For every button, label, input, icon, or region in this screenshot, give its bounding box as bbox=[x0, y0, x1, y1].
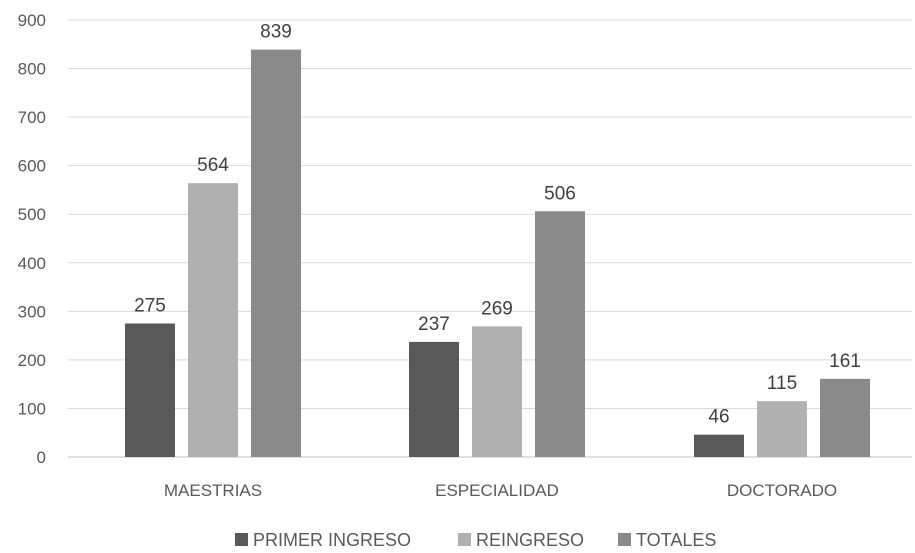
data-label: 115 bbox=[767, 373, 797, 394]
x-axis: MAESTRIAS ESPECIALIDAD DOCTORADO bbox=[164, 481, 837, 500]
data-label: 46 bbox=[708, 407, 729, 428]
bar bbox=[820, 378, 870, 457]
data-label: 839 bbox=[260, 22, 292, 43]
legend-label: TOTALES bbox=[636, 530, 716, 550]
y-axis: 0 100 200 300 400 500 600 700 800 900 bbox=[18, 11, 46, 467]
x-category-label: MAESTRIAS bbox=[164, 481, 262, 500]
bar bbox=[188, 183, 238, 457]
bar bbox=[535, 211, 585, 457]
bar bbox=[472, 326, 522, 457]
y-tick-label: 400 bbox=[18, 254, 46, 273]
bar bbox=[251, 49, 301, 457]
bar bbox=[694, 434, 744, 457]
y-tick-label: 200 bbox=[18, 351, 46, 370]
data-label: 161 bbox=[829, 351, 861, 372]
y-tick-label: 800 bbox=[18, 60, 46, 79]
legend-swatch bbox=[235, 533, 248, 546]
y-tick-label: 500 bbox=[18, 205, 46, 224]
y-tick-label: 700 bbox=[18, 108, 46, 127]
x-category-label: DOCTORADO bbox=[727, 481, 837, 500]
y-tick-label: 100 bbox=[18, 399, 46, 418]
bars bbox=[125, 49, 870, 457]
legend: PRIMER INGRESO REINGRESO TOTALES bbox=[235, 530, 716, 550]
bar bbox=[409, 341, 459, 457]
legend-swatch bbox=[618, 533, 631, 546]
data-label: 269 bbox=[481, 298, 513, 319]
legend-label: PRIMER INGRESO bbox=[253, 530, 411, 550]
data-label: 275 bbox=[134, 295, 166, 316]
x-category-label: ESPECIALIDAD bbox=[435, 481, 559, 500]
data-label: 564 bbox=[197, 155, 229, 176]
bar bbox=[125, 323, 175, 457]
data-labels: 275 564 839 237 269 506 46 115 161 bbox=[134, 22, 861, 428]
y-tick-label: 0 bbox=[37, 448, 46, 467]
data-label: 506 bbox=[544, 183, 576, 204]
y-tick-label: 600 bbox=[18, 157, 46, 176]
legend-label: REINGRESO bbox=[476, 530, 584, 550]
y-tick-label: 300 bbox=[18, 302, 46, 321]
bar bbox=[757, 401, 807, 457]
data-label: 237 bbox=[418, 314, 450, 335]
legend-swatch bbox=[458, 533, 471, 546]
y-tick-label: 900 bbox=[18, 11, 46, 30]
